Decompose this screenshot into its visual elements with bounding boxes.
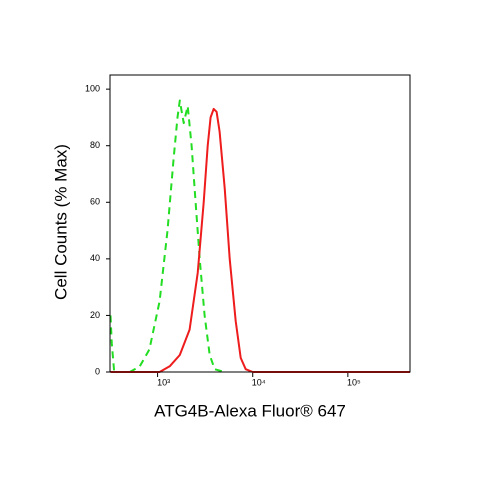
x-axis-title: ATG4B-Alexa Fluor® 647 bbox=[154, 401, 346, 420]
y-axis-title: Cell Counts (% Max) bbox=[51, 144, 70, 300]
y-tick-label: 40 bbox=[90, 253, 100, 263]
x-tick-label: 10⁵ bbox=[347, 377, 361, 387]
y-tick-label: 0 bbox=[95, 366, 100, 376]
y-tick-label: 100 bbox=[85, 84, 100, 94]
x-tick-label: 10³ bbox=[157, 377, 170, 387]
x-tick-label: 10⁴ bbox=[252, 377, 266, 387]
y-tick-label: 60 bbox=[90, 197, 100, 207]
plot-frame bbox=[109, 74, 411, 373]
y-tick-label: 20 bbox=[90, 310, 100, 320]
series-line bbox=[110, 107, 410, 373]
y-tick-label: 80 bbox=[90, 140, 100, 150]
